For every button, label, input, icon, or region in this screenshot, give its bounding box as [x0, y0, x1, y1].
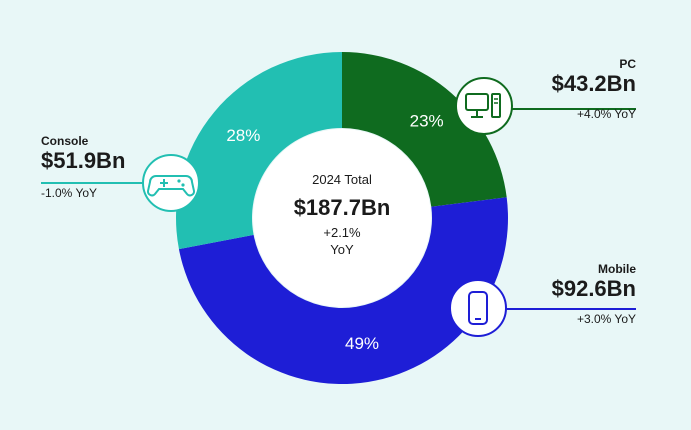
slice-label-pc: 23% — [410, 111, 444, 130]
console-callout: Console $51.9Bn -1.0% YoY — [41, 134, 171, 200]
center-year-label: 2024 Total — [312, 172, 372, 187]
mobile-phone-icon — [449, 279, 507, 337]
donut-hole — [253, 129, 431, 307]
console-value: $51.9Bn — [41, 148, 126, 173]
pc-yoy: +4.0% YoY — [576, 107, 636, 121]
slice-label-mobile: 49% — [345, 334, 379, 353]
gamepad-icon — [142, 154, 200, 212]
pc-value: $43.2Bn — [551, 71, 636, 96]
pc-callout: PC $43.2Bn +4.0% YoY — [516, 57, 636, 121]
center-total-value: $187.7Bn — [294, 195, 391, 220]
mobile-value: $92.6Bn — [551, 276, 636, 301]
slice-mobile — [178, 197, 509, 384]
mobile-callout: Mobile $92.6Bn +3.0% YoY — [516, 262, 636, 326]
console-yoy: -1.0% YoY — [41, 186, 98, 200]
desktop-computer-icon — [455, 77, 513, 135]
console-label: Console — [41, 134, 89, 148]
center-growth: +2.1% — [323, 225, 361, 240]
center-summary: 2024 Total $187.7Bn +2.1% YoY — [294, 172, 391, 257]
pc-label: PC — [619, 57, 636, 71]
mobile-yoy: +3.0% YoY — [576, 312, 636, 326]
slice-pc — [342, 52, 507, 207]
slice-label-console: 28% — [226, 126, 260, 145]
center-growth-unit: YoY — [330, 242, 354, 257]
mobile-label: Mobile — [598, 262, 636, 276]
slice-console — [176, 52, 342, 250]
